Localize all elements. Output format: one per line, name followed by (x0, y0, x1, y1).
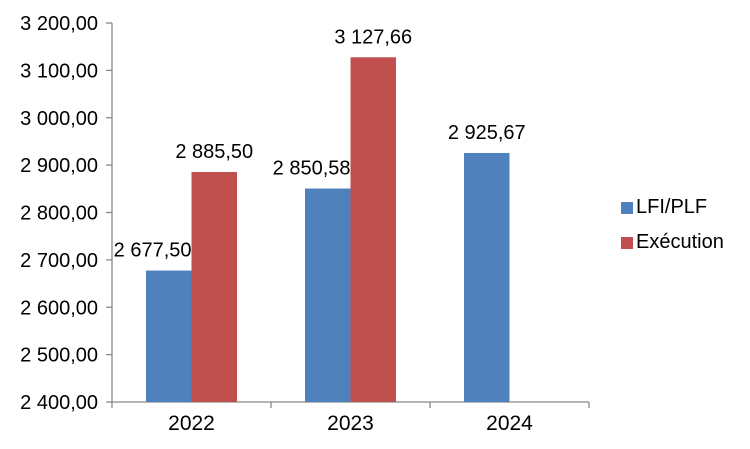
legend-label-lfi-plf: LFI/PLF (636, 196, 708, 218)
legend-swatch-lfi-plf-icon (621, 201, 633, 214)
chart-legend: LFI/PLF Exécution (621, 190, 724, 260)
y-axis-tick-label: 3 100,00 (20, 60, 98, 82)
x-axis-category-label: 2022 (168, 412, 215, 435)
y-axis-tick-label: 3 200,00 (20, 13, 98, 35)
y-axis-tick-label: 2 600,00 (20, 297, 98, 319)
data-label-lfi-plf-2022: 2 677,50 (114, 240, 192, 262)
legend-label-execution: Exécution (636, 231, 724, 253)
y-axis-tick-label: 2 500,00 (20, 345, 98, 367)
y-axis-tick-label: 2 700,00 (20, 250, 98, 272)
data-label-execution-2023: 3 127,66 (334, 26, 412, 48)
legend-item-lfi-plf: LFI/PLF (621, 190, 724, 225)
bar-lfi-plf-2022 (146, 270, 192, 402)
x-axis-category-label: 2023 (327, 412, 374, 435)
data-label-lfi-plf-2024: 2 925,67 (448, 122, 526, 144)
x-axis-category-label: 2024 (486, 412, 533, 435)
data-label-lfi-plf-2023: 2 850,58 (273, 158, 351, 180)
bar-execution-2022 (191, 171, 237, 402)
legend-item-execution: Exécution (621, 225, 724, 260)
data-label-execution-2022: 2 885,50 (175, 141, 253, 163)
legend-swatch-execution-icon (621, 236, 633, 249)
y-axis-tick-label: 3 000,00 (20, 108, 98, 130)
y-axis-tick-label: 2 400,00 (20, 392, 98, 414)
y-axis-tick-label: 2 800,00 (20, 203, 98, 225)
bar-lfi-plf-2024 (464, 152, 510, 402)
y-axis-tick-label: 2 900,00 (20, 155, 98, 177)
bar-execution-2023 (350, 57, 396, 402)
bar-lfi-plf-2023 (305, 188, 351, 402)
